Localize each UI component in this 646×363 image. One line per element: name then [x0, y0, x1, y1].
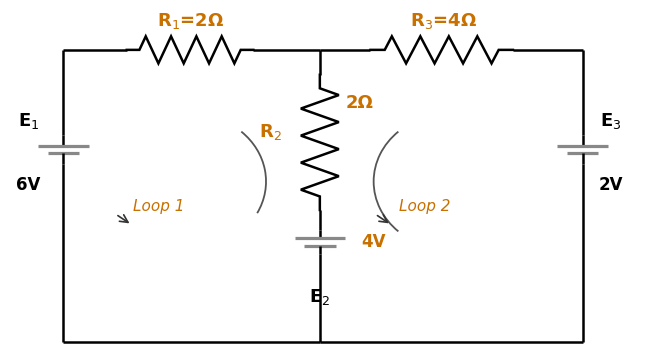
- Text: R$_3$=4Ω: R$_3$=4Ω: [410, 11, 477, 32]
- Text: R$_2$: R$_2$: [259, 122, 282, 142]
- Text: R$_1$=2Ω: R$_1$=2Ω: [156, 11, 224, 32]
- Text: 2Ω: 2Ω: [345, 94, 373, 112]
- Text: 4V: 4V: [361, 233, 386, 251]
- Text: E$_1$: E$_1$: [18, 111, 39, 131]
- Text: 2V: 2V: [599, 176, 623, 194]
- Text: Loop 2: Loop 2: [399, 199, 450, 214]
- Text: Loop 1: Loop 1: [132, 199, 184, 214]
- Text: E$_3$: E$_3$: [600, 111, 621, 131]
- Text: 6V: 6V: [16, 176, 41, 194]
- Text: E$_2$: E$_2$: [309, 287, 331, 307]
